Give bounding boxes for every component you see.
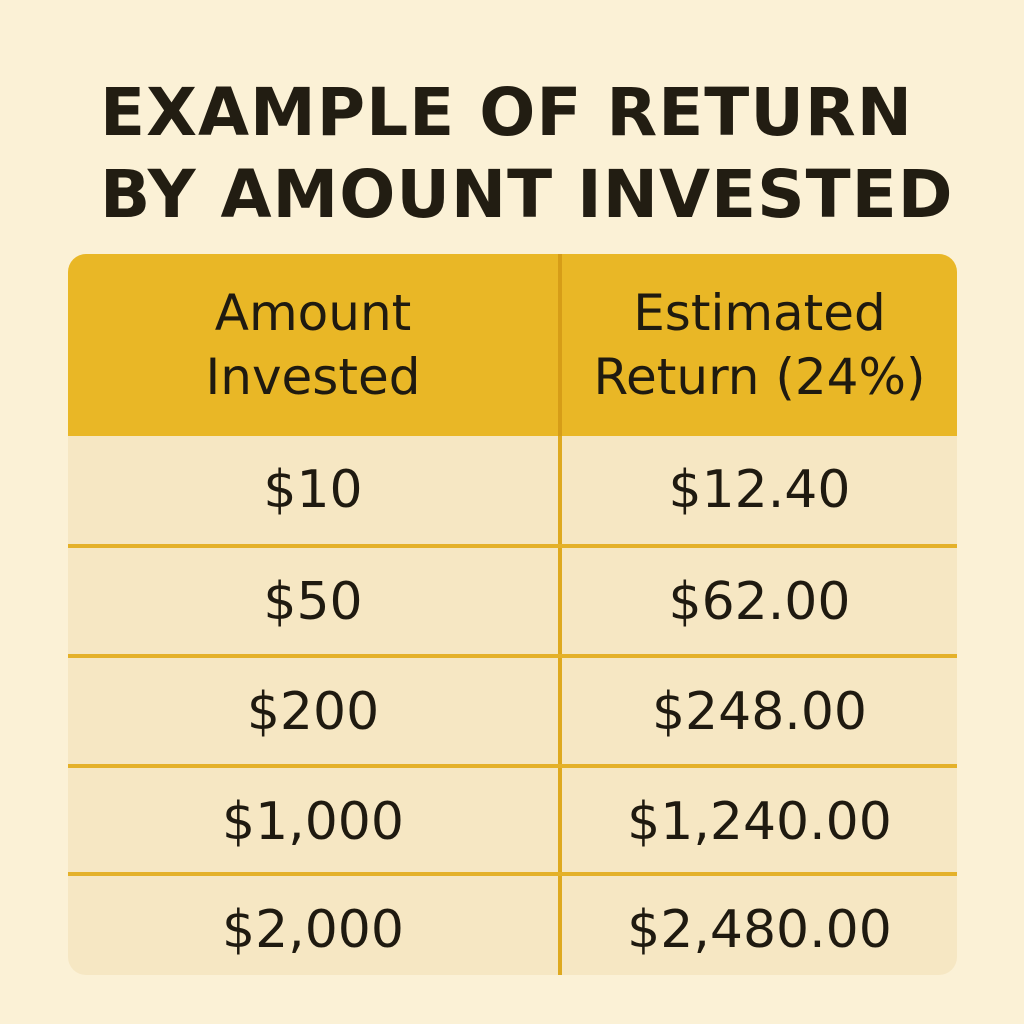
header-amount-line-2: Invested: [205, 348, 421, 406]
amount-cell: $50: [263, 572, 363, 632]
table-row: $2,000 $2,480.00: [68, 876, 957, 975]
table-row: $200 $248.00: [68, 658, 957, 766]
row-divider: [68, 654, 957, 658]
header-estimated-return: Estimated Return (24%): [562, 254, 957, 436]
row-divider: [68, 544, 957, 548]
header-amount-line-1: Amount: [214, 284, 412, 342]
header-return-line-1: Estimated: [633, 284, 886, 342]
table-row: $10 $12.40: [68, 436, 957, 544]
column-divider: [558, 254, 562, 975]
return-cell: $12.40: [668, 460, 851, 520]
title-line-1: EXAMPLE OF RETURN: [100, 74, 913, 151]
table-row: $1,000 $1,240.00: [68, 768, 957, 876]
page-title: EXAMPLE OF RETURN BY AMOUNT INVESTED: [100, 72, 980, 236]
amount-cell: $200: [246, 682, 380, 742]
row-divider: [68, 872, 957, 876]
table-row: $50 $62.00: [68, 548, 957, 656]
amount-cell: $1,000: [222, 792, 404, 852]
amount-cell: $10: [263, 460, 363, 520]
return-cell: $1,240.00: [627, 792, 892, 852]
row-divider: [68, 764, 957, 768]
amount-cell: $2,000: [222, 900, 404, 960]
return-cell: $2,480.00: [627, 900, 892, 960]
return-table: Amount Invested Estimated Return (24%) $…: [68, 254, 957, 975]
header-amount-invested: Amount Invested: [68, 254, 558, 436]
return-cell: $248.00: [651, 682, 868, 742]
header-return-line-2: Return (24%): [593, 348, 926, 406]
title-line-2: BY AMOUNT INVESTED: [100, 156, 954, 233]
return-cell: $62.00: [668, 572, 851, 632]
header-column-divider: [558, 254, 562, 436]
table-header-row: Amount Invested Estimated Return (24%): [68, 254, 957, 436]
